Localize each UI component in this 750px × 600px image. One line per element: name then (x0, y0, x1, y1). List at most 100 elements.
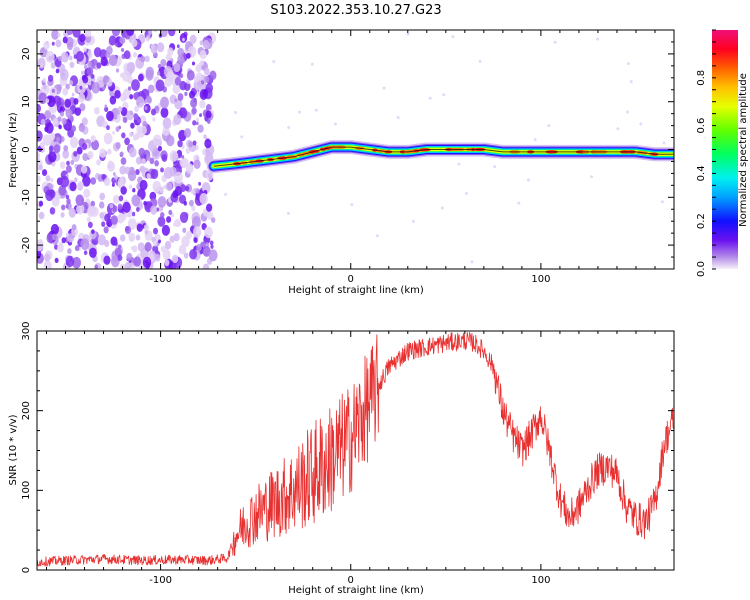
noise-blob (131, 211, 136, 217)
noise-blob (49, 207, 56, 215)
noise-blob (160, 211, 165, 218)
noise-blob (101, 173, 106, 180)
noise-blob (161, 154, 168, 162)
noise-blob (195, 187, 200, 194)
noise-blob (103, 132, 113, 145)
noise-blob (129, 94, 134, 100)
noise-blob (153, 227, 159, 235)
noise-blob (123, 50, 131, 60)
noise-dot (660, 200, 664, 204)
noise-blob (188, 90, 196, 99)
noise-dot (382, 86, 386, 90)
noise-blob (117, 203, 123, 210)
noise-blob (177, 54, 185, 64)
noise-dot (451, 35, 455, 39)
noise-blob (114, 42, 118, 47)
noise-blob (195, 121, 199, 126)
noise-blob (79, 103, 86, 112)
noise-blob (86, 66, 94, 76)
noise-blob (132, 188, 136, 193)
noise-dot (396, 115, 400, 119)
noise-blob (90, 177, 97, 185)
noise-blob (169, 150, 179, 162)
noise-blob (62, 149, 70, 159)
noise-blob (80, 238, 90, 251)
noise-blob (188, 199, 194, 207)
noise-blob (81, 117, 88, 126)
noise-blob (135, 96, 145, 108)
noise-blob (38, 211, 45, 220)
noise-dot (493, 165, 497, 169)
noise-dot (596, 37, 600, 41)
noise-blob (202, 245, 211, 257)
noise-blob (114, 241, 118, 247)
snr-series-line (37, 332, 674, 567)
noise-blob (204, 138, 212, 149)
noise-blob (110, 215, 118, 225)
noise-blob (182, 37, 185, 42)
noise-blob (87, 151, 94, 160)
noise-blob (157, 216, 166, 227)
noise-blob (103, 177, 111, 187)
noise-blob (87, 221, 93, 229)
noise-blob (142, 256, 152, 269)
noise-blob (99, 49, 108, 60)
noise-blob (118, 195, 124, 202)
noise-dot (464, 191, 468, 195)
noise-blob (121, 132, 126, 139)
noise-blob (40, 118, 46, 126)
noise-blob (104, 106, 109, 113)
noise-blob (160, 107, 169, 118)
noise-blob (164, 240, 172, 250)
noise-blob (133, 92, 139, 100)
noise-blob (174, 76, 182, 86)
noise-blob (209, 240, 214, 246)
noise-blob (150, 205, 158, 215)
noise-blob (37, 175, 41, 183)
noise-blob (209, 70, 217, 81)
noise-blob (174, 98, 178, 103)
snr-y-tick-label: 100 (21, 481, 32, 500)
snr-x-tick-label: 100 (531, 575, 550, 586)
noise-dot (590, 175, 594, 179)
noise-dot (375, 234, 379, 238)
noise-blob (37, 103, 42, 114)
noise-blob (211, 217, 216, 223)
noise-blob (136, 41, 140, 46)
noise-blob (160, 167, 164, 173)
noise-blob (150, 168, 159, 180)
noise-blob (84, 204, 89, 209)
noise-blob (185, 185, 190, 192)
noise-blob (155, 79, 165, 92)
noise-blob (60, 175, 70, 188)
noise-blob (62, 87, 69, 96)
noise-blob (120, 213, 127, 222)
noise-blob (89, 229, 97, 240)
noise-blob (51, 233, 57, 241)
noise-blob (51, 162, 56, 167)
noise-blob (139, 167, 143, 172)
noise-blob (184, 91, 188, 97)
noise-blob (168, 30, 176, 37)
noise-blob (70, 125, 77, 132)
noise-blob (83, 47, 87, 52)
noise-blob (169, 235, 175, 243)
noise-blob (168, 209, 173, 215)
noise-blob (62, 36, 68, 44)
noise-blob (199, 89, 208, 100)
noise-blob (65, 194, 70, 200)
noise-blob (202, 263, 210, 269)
noise-dot (310, 62, 314, 66)
noise-blob (57, 55, 62, 61)
noise-blob (166, 216, 172, 223)
noise-blob (105, 51, 111, 58)
snr-plot-area (37, 332, 674, 567)
noise-blob (87, 206, 96, 218)
noise-blob (84, 64, 88, 70)
noise-blob (119, 165, 127, 175)
noise-blob (77, 180, 84, 190)
noise-blob (195, 64, 202, 73)
noise-dot (333, 122, 337, 126)
noise-blob (161, 224, 170, 236)
